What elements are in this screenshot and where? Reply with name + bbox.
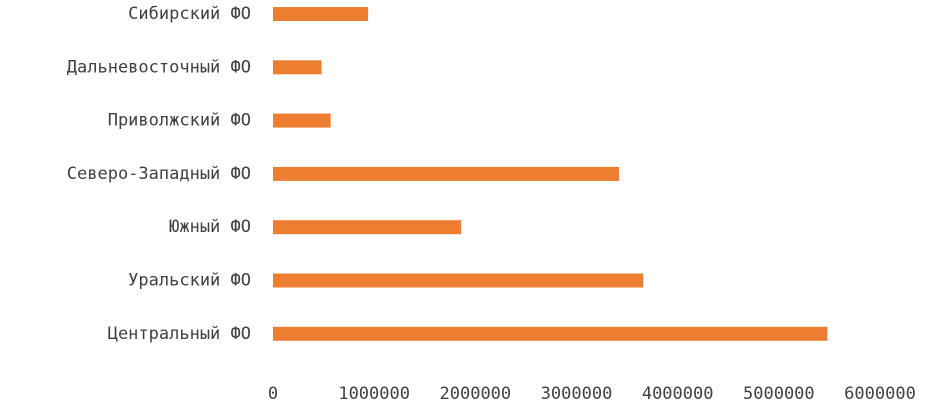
x-tick-label: 1000000 [338,384,410,404]
bar [273,326,828,341]
x-tick-label: 4000000 [642,384,714,404]
x-axis-tick-labels: 0 1000000 2000000 3000000 4000000 5000000 6000… [268,384,916,404]
category-label: Сибирский ФО [128,4,251,24]
bar [273,60,322,75]
category-label: Приволжский ФО [108,111,251,131]
category-label: Уральский ФО [128,271,251,291]
category-label: Дальневосточный ФО [67,57,251,77]
bar [273,166,619,181]
bars [273,7,828,341]
category-label: Южный ФО [169,217,251,237]
x-tick-label: 0 [268,384,278,404]
bar [273,220,462,235]
x-tick-label: 3000000 [541,384,613,404]
x-tick-label: 5000000 [743,384,815,404]
x-tick-label: 6000000 [844,384,916,404]
category-label: Северо-Западный ФО [67,164,251,184]
bar [273,113,331,128]
x-tick-label: 2000000 [440,384,512,404]
bar [273,273,644,288]
bar [273,7,369,21]
category-label: Центральный ФО [108,324,251,344]
category-labels: Сибирский ФО Дальневосточный ФО Приволжски… [67,4,251,344]
